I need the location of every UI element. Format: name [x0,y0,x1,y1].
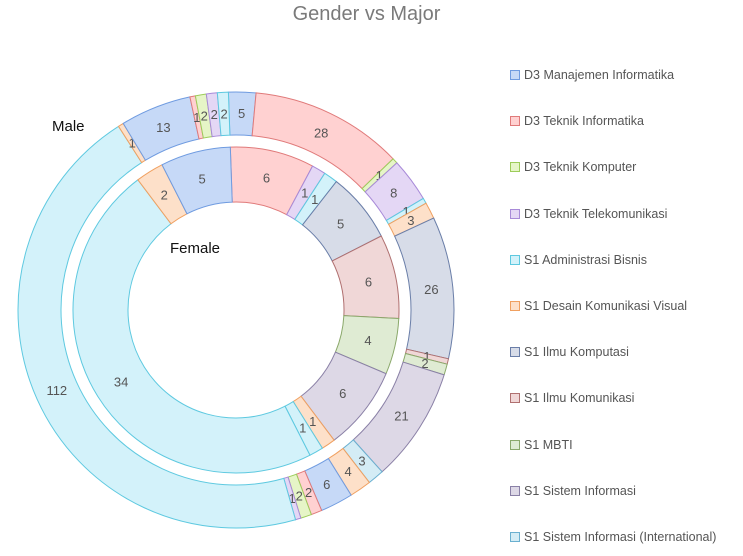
legend-label: S1 Desain Komunikasi Visual [524,299,688,313]
chart-title: Gender vs Major [292,3,441,25]
inner-ring-data-label-9: 34 [114,374,128,389]
outer-ring-data-label-10: 3 [358,453,365,468]
outer-ring-label: Male [52,118,85,135]
inner-ring-data-label-11: 5 [198,171,205,186]
legend-item: S1 Ilmu Komunikasi [510,389,634,407]
outer-ring-data-label-17: 1 [129,136,136,151]
inner-ring-data-label-10: 2 [161,188,168,203]
inner-ring-data-label-5: 4 [364,333,371,348]
legend-label: S1 MBTI [524,437,573,452]
inner-ring-segment-11 [161,146,233,215]
outer-ring-data-label-1: 28 [314,125,328,140]
inner-ring-data-label-1: 1 [301,186,308,201]
legend-swatch [510,70,520,80]
legend-item: S1 Sistem Informasi [510,482,636,500]
legend-swatch [510,301,520,311]
inner-ring-segment-9 [72,179,311,474]
inner-ring-data-label-2: 1 [311,192,318,207]
outer-ring-data-label-8: 2 [421,356,428,371]
inner-ring-data-label-4: 6 [365,274,372,289]
legend-item: S1 Administrasi Bisnis [510,251,647,269]
legend-swatch [510,532,520,542]
outer-ring-data-label-15: 1 [288,491,295,506]
outer-ring-data-label-6: 26 [424,282,438,297]
legend-item: S1 Sistem Informasi (International) [510,528,716,546]
inner-ring-data-label-6: 6 [339,386,346,401]
outer-ring-data-label-3: 8 [390,185,397,200]
legend-label: D3 Teknik Telekomunikasi [524,206,668,221]
legend-label: D3 Manajemen Informatika [524,68,675,82]
legend-swatch [510,162,520,173]
legend-item: D3 Manajemen Informatika [510,66,674,84]
legend-swatch [510,208,520,219]
inner-ring-data-label-8: 1 [299,420,306,435]
legend-item: D3 Teknik Telekomunikasi [510,205,667,223]
legend-label: S1 Administrasi Bisnis [524,252,647,267]
legend-swatch [510,254,520,265]
outer-ring-data-label-20: 2 [201,109,208,124]
legend-swatch [510,485,520,496]
legend-item: D3 Teknik Informatika [510,112,644,130]
legend-swatch [510,116,520,127]
legend-item: D3 Teknik Komputer [510,158,636,176]
outer-ring-data-label-14: 2 [296,489,303,504]
outer-ring-data-label-21: 2 [211,107,218,122]
outer-ring-segment-16 [17,125,297,529]
inner-ring-data-label-7: 1 [309,414,316,429]
outer-ring-data-label-13: 2 [305,485,312,500]
legend-item: S1 MBTI [510,436,573,454]
outer-ring-data-label-2: 1 [376,168,383,183]
legend-swatch [510,393,520,404]
outer-ring-data-label-5: 3 [407,213,414,228]
outer-ring-data-label-4: 1 [402,204,409,219]
outer-ring-segment-22 [216,91,231,137]
legend-item: S1 Desain Komunikasi Visual [510,297,687,315]
inner-ring-data-label-3: 5 [337,216,344,231]
outer-ring-data-label-7: 1 [423,349,430,364]
outer-ring-data-label-16: 112 [46,383,67,398]
outer-ring-data-label-0: 5 [238,106,245,121]
legend-label: S1 Ilmu Komunikasi [524,391,635,406]
legend-label: D3 Teknik Informatika [524,114,644,129]
legend-label: D3 Teknik Komputer [524,160,637,175]
outer-ring-data-label-18: 13 [156,120,170,135]
outer-ring-data-label-12: 6 [323,477,330,492]
inner-ring-data-label-0: 6 [263,170,270,185]
legend-item: S1 Ilmu Komputasi [510,343,629,361]
inner-ring-label: Female [170,240,221,257]
legend-swatch [510,439,520,450]
legend-swatch [510,347,520,358]
outer-ring-data-label-19: 1 [193,110,200,125]
legend-label: S1 Sistem Informasi [524,483,636,498]
legend-label: S1 Ilmu Komputasi [524,345,629,360]
legend-label: S1 Sistem Informasi (International) [524,530,717,544]
outer-ring-data-label-9: 21 [394,408,408,423]
outer-ring-data-label-22: 2 [221,106,228,121]
outer-ring-data-label-11: 4 [345,464,352,479]
